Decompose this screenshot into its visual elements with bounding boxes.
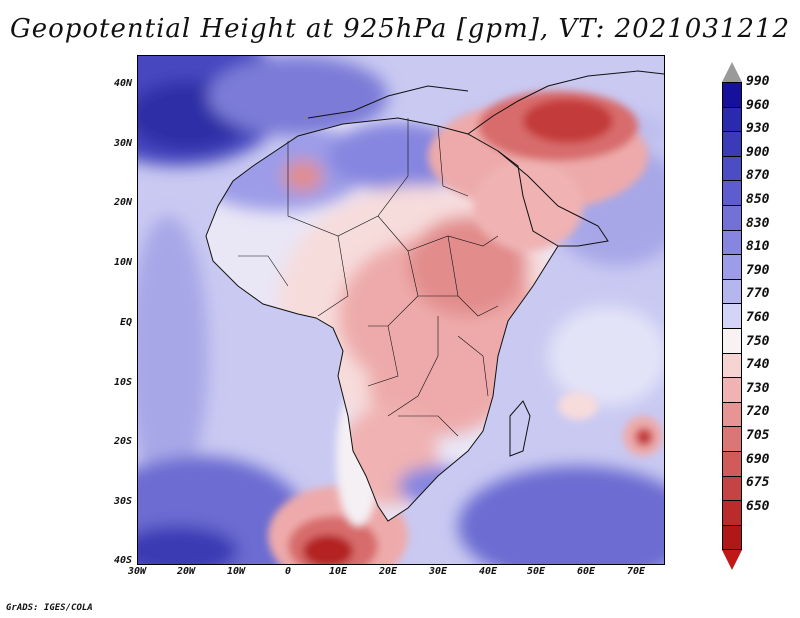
colorbar-label: 650 <box>746 498 770 514</box>
lon-label-20w: 20W <box>176 566 196 577</box>
colorbar-label: 720 <box>746 404 770 420</box>
colorbar-label: 740 <box>746 357 770 373</box>
map-canvas <box>138 56 664 564</box>
lon-label-30w: 30W <box>127 566 147 577</box>
lat-label-40n: 40N <box>113 78 132 89</box>
colorbar-segment <box>722 377 742 402</box>
lon-label-40e: 40E <box>478 566 498 577</box>
colorbar-label: 690 <box>746 451 770 467</box>
colorbar-segment <box>722 229 742 255</box>
grads-credit: GrADS: IGES/COLA <box>6 603 93 613</box>
lon-label-10e: 10E <box>328 566 348 577</box>
colorbar-segment <box>722 180 742 205</box>
colorbar-segment <box>722 450 742 476</box>
colorbar-segment <box>722 155 742 181</box>
lon-label-50e: 50E <box>526 566 546 577</box>
colorbar-label: 750 <box>746 333 770 349</box>
colorbar-label: 930 <box>746 121 770 137</box>
colorbar-label: 900 <box>746 144 770 160</box>
colorbar <box>722 62 742 571</box>
lat-label-20s: 20S <box>113 436 132 447</box>
colorbar-segment <box>722 106 742 132</box>
colorbar-label: 870 <box>746 168 770 184</box>
colorbar-label: 730 <box>746 380 770 396</box>
lat-label-10n: 10N <box>113 257 132 268</box>
colorbar-segment <box>722 131 742 156</box>
colorbar-label: 990 <box>746 74 770 89</box>
colorbar-label: 830 <box>746 215 770 231</box>
ocean-shading <box>138 56 664 564</box>
colorbar-segment <box>722 254 742 279</box>
colorbar-label: 770 <box>746 286 770 302</box>
lon-label-20e: 20E <box>378 566 398 577</box>
lon-label-0: 0 <box>284 566 292 577</box>
colorbar-label: 960 <box>746 97 770 113</box>
lat-label-10s: 10S <box>113 377 132 388</box>
arabia-hot-region <box>428 91 648 251</box>
lon-label-30e: 30E <box>428 566 448 577</box>
colorbar-segment <box>722 426 742 451</box>
lat-label-30n: 30N <box>113 138 132 149</box>
colorbar-under-triangle <box>722 550 742 571</box>
colorbar-segment <box>722 352 742 378</box>
colorbar-segment <box>722 82 742 107</box>
map-title: Geopotential Height at 925hPa [gpm], VT:… <box>9 14 791 44</box>
colorbar-segment <box>722 327 742 353</box>
colorbar-segment <box>722 475 742 501</box>
colorbar-segment <box>722 401 742 427</box>
colorbar-label: 705 <box>746 428 770 443</box>
lat-label-30s: 30S <box>113 496 132 507</box>
colorbar-label: 790 <box>746 262 770 278</box>
colorbar-over-triangle <box>722 62 742 82</box>
lon-label-60e: 60E <box>576 566 596 577</box>
colorbar-segment <box>722 524 742 551</box>
colorbar-segment <box>722 204 742 230</box>
lon-label-10w: 10W <box>226 566 246 577</box>
lat-label-20n: 20N <box>113 197 132 208</box>
country-borders <box>238 118 499 437</box>
lat-label-40s: 40S <box>113 555 132 566</box>
colorbar-label: 810 <box>746 239 770 255</box>
geopotential-map <box>137 55 665 565</box>
colorbar-segment <box>722 278 742 304</box>
colorbar-label: 675 <box>746 475 770 491</box>
lon-label-70e: 70E <box>626 566 646 577</box>
lat-label-eq: EQ <box>119 317 132 328</box>
colorbar-segment <box>722 303 742 328</box>
colorbar-label: 850 <box>746 192 770 207</box>
coastlines <box>205 70 664 522</box>
colorbar-label: 760 <box>746 310 770 325</box>
colorbar-segment <box>722 500 742 525</box>
